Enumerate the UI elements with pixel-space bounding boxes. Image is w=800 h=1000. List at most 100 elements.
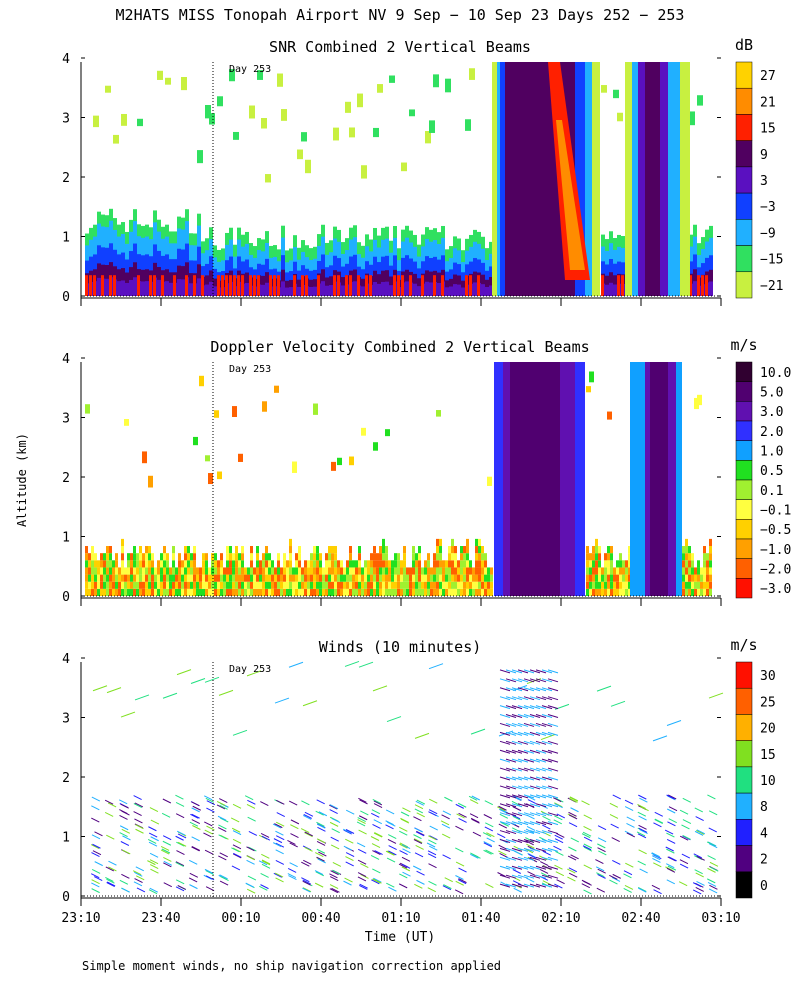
vel-cell (259, 567, 262, 575)
wind-barb (529, 714, 541, 719)
wind-barb (456, 813, 465, 819)
wind-barb (497, 872, 506, 877)
vel-cell (274, 385, 279, 393)
wind-barb (91, 834, 101, 840)
colorbar-label: 3 (760, 174, 768, 189)
colorbar-label: 10.0 (760, 366, 791, 381)
wind-barb (535, 794, 547, 799)
wind-barb (176, 669, 192, 676)
vel-cell (298, 546, 301, 554)
vel-cell (268, 567, 271, 575)
vel-cell (238, 553, 241, 561)
wind-barb (542, 880, 552, 886)
vel-cell (424, 574, 427, 582)
vel-cell (598, 581, 601, 589)
colorbar-swatch (735, 460, 753, 481)
wind-barb (331, 818, 341, 823)
snr-cell (173, 275, 176, 296)
wind-barb (505, 856, 517, 861)
snr-cell (217, 275, 220, 296)
vel-cell (700, 574, 703, 582)
wind-barb (526, 843, 535, 849)
vel-cell (97, 581, 100, 589)
vel-cell (163, 588, 166, 596)
vel-cell (436, 574, 439, 582)
vel-cell (331, 574, 334, 582)
wind-barb (399, 843, 408, 849)
wind-barb (541, 767, 553, 772)
vel-cell (145, 581, 148, 589)
snr-cell (229, 69, 235, 82)
vel-cell (106, 567, 109, 575)
wind-barb (527, 871, 536, 876)
vel-cell (295, 567, 298, 575)
wind-barb (458, 812, 467, 818)
colorbar-label: −21 (760, 279, 783, 294)
vel-cell (448, 553, 451, 561)
vel-cell (262, 574, 265, 582)
vel-cell (208, 567, 211, 575)
wind-barb (667, 794, 677, 800)
vel-cell (457, 581, 460, 589)
wind-barb (331, 869, 341, 875)
vel-cell (238, 581, 241, 589)
vel-cell (364, 567, 367, 575)
vel-cell (598, 588, 601, 596)
vel-cell (193, 436, 198, 446)
wind-barb (458, 818, 467, 823)
wind-barb (529, 731, 541, 736)
wind-barb (499, 830, 511, 835)
vel-cell (226, 588, 229, 596)
vel-cell (226, 574, 229, 582)
wind-barb (517, 785, 529, 790)
vel-cell (265, 553, 268, 561)
vel-cell (694, 588, 697, 596)
wind-barb (329, 821, 339, 827)
wind-barb (414, 732, 430, 739)
vel-cell (301, 574, 304, 582)
wind-barb (191, 801, 200, 807)
vel-cell (703, 546, 706, 554)
wind-barb (356, 821, 366, 827)
vel-cell (253, 581, 256, 589)
wind-barb (517, 874, 529, 879)
vel-cell (199, 567, 202, 575)
wind-barb (535, 838, 547, 843)
vel-cell (361, 427, 366, 436)
wind-barb (708, 810, 718, 816)
vel-cell (130, 588, 133, 596)
snr-cell (381, 281, 385, 296)
vel-cell (331, 461, 336, 471)
wind-barb (505, 669, 517, 674)
wind-barb (547, 705, 559, 710)
colorbar-label: 25 (760, 695, 776, 710)
vel-cell (94, 560, 97, 568)
wind-barb (189, 872, 199, 878)
vel-cell (193, 574, 196, 582)
wind-barb (398, 883, 408, 889)
vel-cell (109, 553, 112, 561)
wind-barb (345, 829, 355, 834)
wind-barb (400, 818, 410, 824)
snr-cell (401, 275, 404, 296)
vel-cell (439, 560, 442, 568)
wind-barb (499, 812, 511, 817)
vel-cell (361, 574, 364, 582)
vel-cell (178, 581, 181, 589)
vel-cell (256, 546, 259, 554)
snr-cell (85, 275, 88, 296)
vel-cell (355, 560, 358, 568)
wind-barb (666, 720, 682, 726)
wind-barb (511, 785, 523, 790)
wind-barb (455, 880, 464, 886)
vel-cell (400, 581, 403, 589)
vel-cell (208, 581, 211, 589)
wind-barb (288, 800, 298, 806)
wind-barb (370, 855, 380, 860)
wind-barb (651, 852, 660, 858)
wind-barb (457, 802, 467, 808)
vel-cell (220, 581, 223, 589)
vel-cell (454, 560, 457, 568)
vel-cell (367, 581, 370, 589)
